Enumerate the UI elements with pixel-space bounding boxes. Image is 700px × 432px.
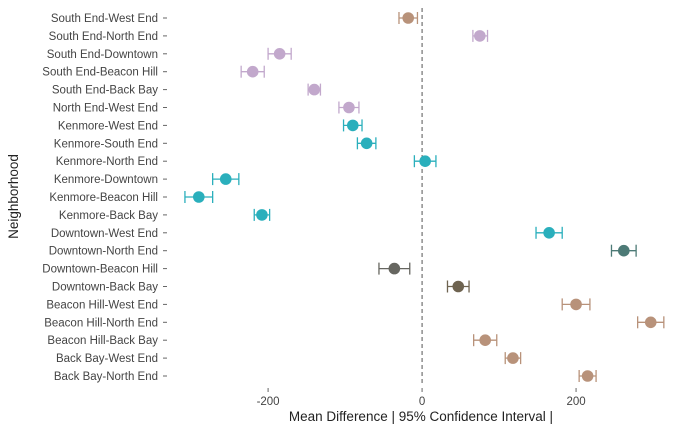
y-tick-label: South End-Back Bay bbox=[52, 85, 158, 97]
mean-point bbox=[360, 137, 373, 150]
x-tick-label: 0 bbox=[419, 396, 425, 408]
y-tick-label: Downtown-West End bbox=[51, 228, 158, 240]
mean-point bbox=[308, 83, 321, 96]
y-tick-label: Beacon Hill-North End bbox=[44, 317, 158, 329]
y-tick-label: Downtown-Beacon Hill bbox=[42, 264, 158, 276]
mean-point bbox=[402, 12, 415, 24]
mean-point bbox=[543, 227, 555, 239]
mean-point bbox=[479, 334, 492, 347]
y-tick-label: South End-Beacon Hill bbox=[42, 67, 158, 79]
y-tick-label: Back Bay-West End bbox=[56, 353, 158, 365]
x-axis-title: Mean Difference | 95% Confidence Interva… bbox=[289, 409, 553, 424]
mean-point bbox=[570, 298, 582, 311]
mean-point bbox=[273, 48, 286, 60]
y-tick-label: Kenmore-North End bbox=[56, 156, 158, 168]
y-tick-label: Kenmore-Back Bay bbox=[59, 210, 158, 222]
y-tick-label: South End-West End bbox=[51, 13, 158, 25]
y-tick-label: Downtown-North End bbox=[49, 246, 158, 258]
y-tick-label: Beacon Hill-Back Bay bbox=[47, 335, 158, 347]
x-tick-label: -200 bbox=[257, 396, 280, 408]
mean-point bbox=[617, 244, 630, 257]
y-tick-label: Downtown-Back Bay bbox=[52, 282, 158, 294]
mean-point bbox=[192, 191, 205, 203]
mean-point bbox=[343, 101, 355, 114]
y-tick-label: Kenmore-South End bbox=[54, 138, 158, 150]
mean-point bbox=[452, 280, 465, 293]
y-tick-label: Kenmore-Beacon Hill bbox=[49, 192, 158, 204]
plot-area: South End-West End South End-North End Sou… bbox=[42, 8, 665, 408]
y-tick-label: Beacon Hill-West End bbox=[46, 299, 158, 311]
mean-point bbox=[507, 352, 519, 364]
mean-point bbox=[246, 65, 259, 78]
mean-point bbox=[256, 209, 268, 221]
mean-point bbox=[346, 119, 359, 132]
y-tick-label: Kenmore-Downtown bbox=[54, 174, 158, 186]
y-tick-label: North End-West End bbox=[53, 103, 158, 115]
y-tick-label: South End-North End bbox=[49, 31, 158, 43]
y-axis-title: Neighborhood bbox=[6, 154, 21, 239]
mean-point bbox=[581, 370, 594, 382]
mean-point bbox=[419, 155, 431, 167]
mean-point bbox=[644, 316, 657, 329]
x-tick-label: 200 bbox=[566, 396, 585, 408]
y-tick-label: Kenmore-West End bbox=[58, 120, 158, 132]
mean-point bbox=[474, 30, 486, 42]
y-tick-label: South End-Downtown bbox=[47, 49, 158, 61]
mean-point bbox=[219, 173, 232, 185]
y-tick-label: Back Bay-North End bbox=[54, 371, 158, 383]
mean-point bbox=[388, 262, 401, 275]
